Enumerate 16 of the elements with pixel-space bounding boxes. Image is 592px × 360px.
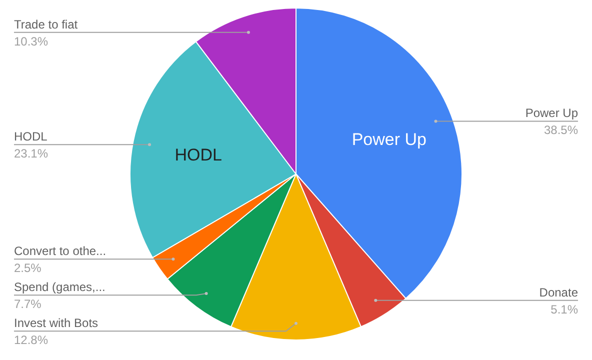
slice-label: Convert to othe... — [14, 244, 106, 258]
slice-label: HODL — [14, 130, 48, 144]
data-label: 5.1% — [550, 302, 578, 316]
data-label: 23.1% — [14, 146, 48, 161]
slice-label: Invest with Bots — [14, 316, 98, 330]
data-label: 38.5% — [544, 123, 578, 138]
slice-label: HODL — [174, 145, 222, 164]
slice-label: Trade to fiat — [14, 17, 78, 32]
data-label: 2.5% — [14, 261, 42, 276]
data-label: 7.7% — [14, 297, 42, 312]
slice-label: Donate — [539, 285, 578, 300]
slice-label: Spend (games,... — [14, 280, 106, 294]
slice-label: Power Up — [525, 106, 578, 120]
slice-label: Power Up — [352, 130, 426, 149]
data-label: 12.8% — [14, 333, 48, 348]
data-label: 10.3% — [14, 34, 48, 48]
